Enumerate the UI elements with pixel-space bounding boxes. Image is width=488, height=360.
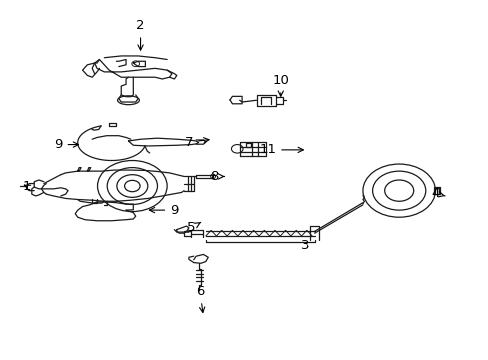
- Text: 9: 9: [149, 204, 178, 217]
- Text: 2: 2: [136, 19, 144, 50]
- Text: 4: 4: [430, 187, 444, 200]
- Text: 6: 6: [195, 285, 204, 312]
- Text: 9: 9: [54, 138, 79, 151]
- Text: 1: 1: [22, 180, 31, 193]
- Text: 8: 8: [210, 170, 224, 183]
- Text: 7: 7: [184, 136, 209, 149]
- Text: 5: 5: [187, 221, 201, 234]
- Text: 11: 11: [259, 143, 303, 156]
- Text: 3: 3: [300, 239, 308, 252]
- Text: 10: 10: [272, 74, 288, 96]
